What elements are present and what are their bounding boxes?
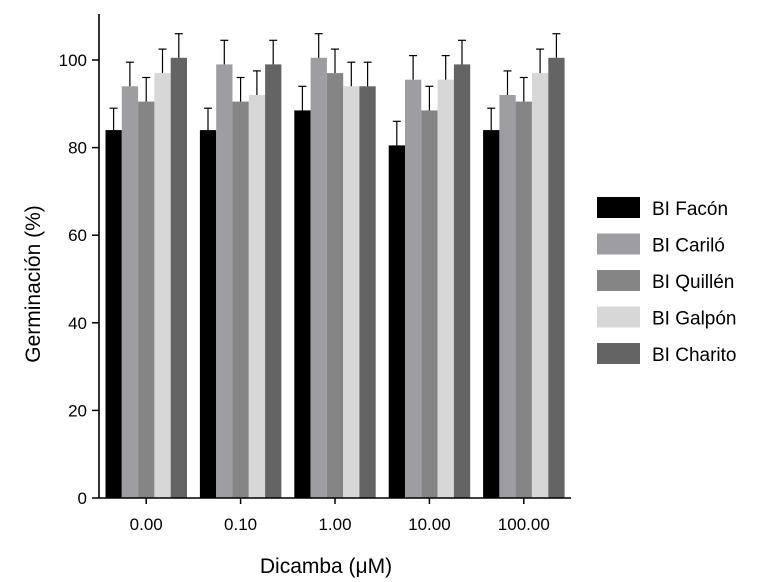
bar xyxy=(343,86,360,499)
bar xyxy=(216,64,233,499)
y-axis-title: Germinación (%) xyxy=(22,205,45,363)
bar xyxy=(437,79,454,498)
legend-label: BI Facón xyxy=(652,199,728,220)
x-tick-label: 0.10 xyxy=(224,515,257,534)
bar xyxy=(359,86,376,499)
legend-label: BI Galpón xyxy=(652,309,737,330)
bar xyxy=(138,101,155,498)
bar xyxy=(326,73,344,498)
bar xyxy=(453,64,471,499)
bar xyxy=(121,86,139,499)
bar xyxy=(294,110,311,499)
x-tick-label: 0.00 xyxy=(130,515,163,534)
legend-swatch xyxy=(597,233,640,255)
y-tick-label: 80 xyxy=(68,139,87,158)
bar xyxy=(483,130,500,498)
bar xyxy=(421,110,438,499)
legend-swatch xyxy=(597,343,640,364)
bar xyxy=(548,57,565,499)
y-tick-label: 0 xyxy=(78,489,87,508)
axes-layer: 0.00 0.10 1.00 10.00 100.00 0 20 40 60 80 100 xyxy=(59,14,571,534)
legend-label: BI Quillén xyxy=(652,272,734,293)
x-tick-label: 10.00 xyxy=(408,515,451,534)
legend-swatch xyxy=(597,197,640,218)
bar xyxy=(265,64,282,499)
y-tick-label: 100 xyxy=(59,51,87,70)
x-axis-title: Dicamba (μM) xyxy=(260,555,392,578)
bar xyxy=(154,73,171,498)
legend: BI Facón BI Cariló BI Quillén BI Galpón BI C… xyxy=(597,197,737,366)
legend-label: BI Cariló xyxy=(652,236,725,257)
y-tick-label: 40 xyxy=(68,314,87,333)
bar xyxy=(515,101,532,498)
bars-layer xyxy=(105,33,565,499)
legend-swatch xyxy=(597,270,640,291)
bar xyxy=(532,73,549,498)
bar xyxy=(248,95,266,498)
legend-swatch xyxy=(597,306,640,328)
bar xyxy=(105,130,122,498)
bar xyxy=(405,79,422,498)
y-tick-label: 20 xyxy=(68,401,87,420)
bar xyxy=(170,57,187,499)
x-tick-label: 100.00 xyxy=(498,515,550,534)
legend-label: BI Charito xyxy=(652,345,736,366)
y-tick-label: 60 xyxy=(68,226,87,245)
x-tick-label: 1.00 xyxy=(318,515,351,534)
bar xyxy=(310,57,327,499)
bar xyxy=(388,145,405,498)
bar xyxy=(499,95,516,498)
bar xyxy=(199,130,217,498)
bar xyxy=(232,101,249,498)
